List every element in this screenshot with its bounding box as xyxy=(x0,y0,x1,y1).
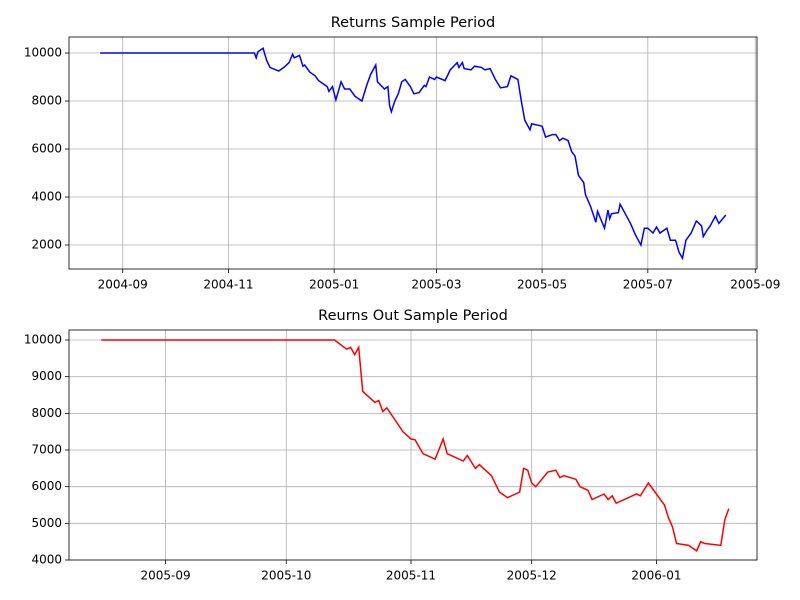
x-tick-label: 2004-11 xyxy=(203,278,253,292)
y-tick-label: 10000 xyxy=(24,46,62,60)
x-tick-label: 2005-09 xyxy=(140,569,190,583)
x-tick-label: 2005-12 xyxy=(507,569,557,583)
data-line xyxy=(100,46,727,261)
y-tick-label: 4000 xyxy=(31,553,62,567)
data-line xyxy=(101,339,730,552)
x-tick-label: 2006-01 xyxy=(631,569,681,583)
x-tick-label: 2005-03 xyxy=(411,278,461,292)
x-tick-label: 2005-11 xyxy=(386,569,436,583)
y-tick-label: 5000 xyxy=(31,516,62,530)
x-tick-label: 2005-07 xyxy=(623,278,673,292)
y-tick-label: 4000 xyxy=(31,190,62,204)
plot-frame xyxy=(68,36,758,270)
y-tick-label: 9000 xyxy=(31,369,62,383)
y-tick-label: 7000 xyxy=(31,443,62,457)
x-tick-label: 2004-09 xyxy=(98,278,148,292)
plot-frame xyxy=(68,329,758,561)
y-tick-label: 6000 xyxy=(31,142,62,156)
x-tick-label: 2005-05 xyxy=(517,278,567,292)
chart-title: Returns Sample Period xyxy=(331,15,495,31)
y-tick-label: 8000 xyxy=(31,406,62,420)
x-tick-label: 2005-10 xyxy=(261,569,311,583)
y-tick-label: 6000 xyxy=(31,479,62,493)
x-tick-label: 2005-09 xyxy=(730,278,780,292)
y-tick-label: 2000 xyxy=(31,238,62,252)
x-tick-label: 2005-01 xyxy=(309,278,359,292)
y-tick-label: 10000 xyxy=(24,333,62,347)
chart-title: Reurns Out Sample Period xyxy=(318,308,508,324)
y-tick-label: 8000 xyxy=(31,94,62,108)
